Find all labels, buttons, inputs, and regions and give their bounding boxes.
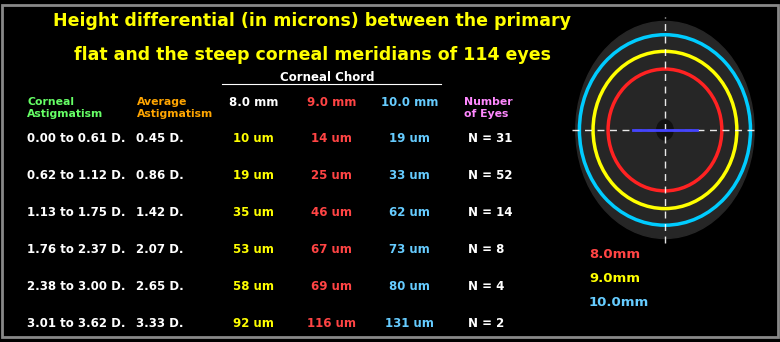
Text: 9.0mm: 9.0mm	[589, 272, 640, 285]
Text: 69 um: 69 um	[311, 280, 352, 293]
Text: N = 4: N = 4	[468, 280, 505, 293]
Text: 73 um: 73 um	[389, 243, 430, 256]
Ellipse shape	[620, 75, 710, 185]
Text: flat and the steep corneal meridians of 114 eyes: flat and the steep corneal meridians of …	[73, 46, 551, 64]
Text: 2.38 to 3.00 D.: 2.38 to 3.00 D.	[27, 280, 126, 293]
Text: N = 8: N = 8	[468, 243, 505, 256]
Text: 19 um: 19 um	[389, 132, 430, 145]
Text: 10.0 mm: 10.0 mm	[381, 96, 438, 109]
Text: 92 um: 92 um	[233, 317, 274, 330]
Ellipse shape	[576, 22, 754, 238]
Text: 116 um: 116 um	[307, 317, 356, 330]
Text: 1.13 to 1.75 D.: 1.13 to 1.75 D.	[27, 206, 126, 219]
Text: Corneal Chord: Corneal Chord	[280, 71, 375, 84]
Text: N = 14: N = 14	[468, 206, 512, 219]
Ellipse shape	[651, 114, 679, 146]
Ellipse shape	[645, 106, 685, 154]
Ellipse shape	[601, 52, 729, 208]
Text: N = 2: N = 2	[468, 317, 504, 330]
Text: 3.33 D.: 3.33 D.	[136, 317, 184, 330]
Text: 8.0mm: 8.0mm	[589, 248, 640, 261]
Ellipse shape	[639, 98, 691, 162]
Text: 0.86 D.: 0.86 D.	[136, 169, 184, 182]
Ellipse shape	[608, 60, 722, 200]
Text: 35 um: 35 um	[233, 206, 274, 219]
Text: 1.42 D.: 1.42 D.	[136, 206, 184, 219]
Text: N = 31: N = 31	[468, 132, 512, 145]
Text: 46 um: 46 um	[311, 206, 352, 219]
Text: 2.07 D.: 2.07 D.	[136, 243, 184, 256]
Text: 0.45 D.: 0.45 D.	[136, 132, 184, 145]
Ellipse shape	[633, 90, 697, 170]
Text: 67 um: 67 um	[311, 243, 352, 256]
Ellipse shape	[588, 37, 742, 223]
Text: Corneal
Astigmatism: Corneal Astigmatism	[27, 96, 104, 119]
Ellipse shape	[657, 120, 673, 140]
Text: 58 um: 58 um	[233, 280, 274, 293]
Text: 14 um: 14 um	[311, 132, 352, 145]
Text: 0.62 to 1.12 D.: 0.62 to 1.12 D.	[27, 169, 126, 182]
Text: 62 um: 62 um	[389, 206, 430, 219]
Text: 53 um: 53 um	[233, 243, 274, 256]
Text: 10.0mm: 10.0mm	[589, 296, 649, 309]
Text: 9.0 mm: 9.0 mm	[307, 96, 356, 109]
Text: 80 um: 80 um	[389, 280, 430, 293]
Text: Height differential (in microns) between the primary: Height differential (in microns) between…	[53, 12, 571, 30]
Text: 1.76 to 2.37 D.: 1.76 to 2.37 D.	[27, 243, 126, 256]
Ellipse shape	[626, 83, 704, 177]
Ellipse shape	[614, 67, 716, 193]
Text: Number
of Eyes: Number of Eyes	[464, 96, 512, 119]
Text: 131 um: 131 um	[385, 317, 434, 330]
Text: 2.65 D.: 2.65 D.	[136, 280, 184, 293]
Ellipse shape	[658, 121, 672, 139]
Text: 3.01 to 3.62 D.: 3.01 to 3.62 D.	[27, 317, 126, 330]
Text: 0.00 to 0.61 D.: 0.00 to 0.61 D.	[27, 132, 126, 145]
Text: Average
Astigmatism: Average Astigmatism	[136, 96, 213, 119]
Text: 19 um: 19 um	[233, 169, 274, 182]
Text: N = 52: N = 52	[468, 169, 512, 182]
Text: 8.0 mm: 8.0 mm	[229, 96, 278, 109]
Ellipse shape	[582, 29, 748, 231]
Text: 25 um: 25 um	[311, 169, 352, 182]
Text: 33 um: 33 um	[389, 169, 430, 182]
Text: 10 um: 10 um	[233, 132, 274, 145]
Ellipse shape	[594, 44, 736, 215]
